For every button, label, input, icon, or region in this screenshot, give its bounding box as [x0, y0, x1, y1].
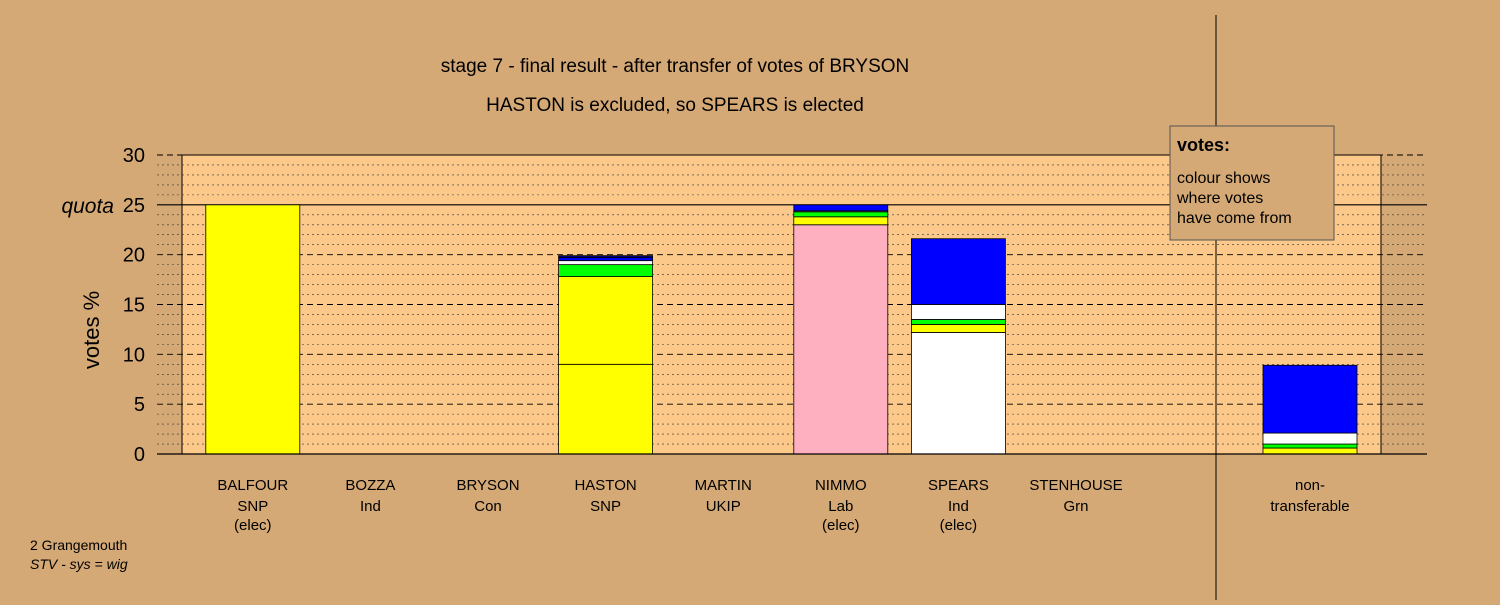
nontransferable-label-2: transferable — [1270, 498, 1349, 515]
legend-title: votes: — [1177, 135, 1230, 155]
bar-haston-segment — [558, 276, 653, 365]
bar-haston-segment — [558, 257, 653, 262]
bar-haston-segment — [558, 264, 653, 277]
bar-spears-segment — [911, 238, 1006, 305]
bar-nontransferable-segment — [1262, 432, 1358, 445]
candidate-status-balfour: (elec) — [234, 517, 272, 534]
bar-balfour-segment — [205, 204, 301, 455]
bar-haston-segment — [558, 260, 653, 266]
bar-nontransferable-segment — [1262, 447, 1358, 455]
bar-haston-segment — [558, 255, 653, 259]
bar-nontransferable-segment — [1262, 364, 1358, 434]
bar-nimmo-segment — [793, 216, 889, 226]
legend-frame — [1169, 125, 1335, 241]
bar-spears-segment — [911, 319, 1006, 325]
candidate-party-spears: Ind — [948, 498, 969, 515]
candidate-party-bryson: Con — [474, 498, 502, 515]
candidate-party-balfour: SNP — [237, 498, 268, 515]
bar-spears-segment — [911, 332, 1006, 455]
candidate-party-haston: SNP — [590, 498, 621, 515]
bar-nimmo-segment — [793, 224, 889, 455]
candidate-name-haston: HASTON — [574, 477, 636, 494]
candidate-party-martin: UKIP — [706, 498, 741, 515]
candidate-status-spears: (elec) — [940, 517, 978, 534]
candidate-name-stenhouse: STENHOUSE — [1029, 477, 1122, 494]
legend-line-1: colour shows — [1177, 170, 1270, 187]
y-axis-label: votes % — [79, 291, 104, 369]
y-tick-label: 30 — [123, 145, 145, 167]
candidate-name-nimmo: NIMMO — [815, 477, 867, 494]
quota-label: quota — [61, 195, 114, 218]
bar-spears-segment — [911, 304, 1006, 320]
candidate-party-bozza: Ind — [360, 498, 381, 515]
bar-nontransferable-segment — [1262, 443, 1358, 449]
bar-spears-segment — [911, 324, 1006, 333]
candidate-party-nimmo: Lab — [828, 498, 853, 515]
candidate-name-spears: SPEARS — [928, 477, 989, 494]
candidate-name-martin: MARTIN — [695, 477, 752, 494]
candidate-party-stenhouse: Grn — [1063, 498, 1088, 515]
y-tick-label: 25 — [123, 195, 145, 217]
candidate-name-bryson: BRYSON — [456, 477, 519, 494]
candidate-name-bozza: BOZZA — [345, 477, 395, 494]
bar-nimmo-segment — [793, 204, 889, 212]
legend-line-3: have come from — [1177, 210, 1292, 227]
nontransferable-label-1: non- — [1295, 477, 1325, 494]
chart-subtitle: HASTON is excluded, so SPEARS is elected — [486, 95, 864, 116]
bar-haston-segment — [558, 363, 653, 455]
y-tick-label: 10 — [123, 344, 145, 366]
bar-nimmo-segment — [793, 211, 889, 218]
candidate-name-balfour: BALFOUR — [217, 477, 288, 494]
legend-box: votes: colour shows where votes have com… — [1169, 125, 1335, 241]
y-tick-label: 0 — [134, 444, 145, 466]
candidate-status-nimmo: (elec) — [822, 517, 860, 534]
y-tick-label: 20 — [123, 245, 145, 267]
legend-line-2: where votes — [1176, 190, 1263, 207]
footnote-line-1: 2 Grangemouth — [30, 537, 127, 553]
chart-title: stage 7 - final result - after transfer … — [441, 56, 910, 77]
y-tick-label: 5 — [134, 394, 145, 416]
footnote-line-2: STV - sys = wig — [30, 556, 128, 572]
y-tick-label: 15 — [123, 295, 145, 317]
